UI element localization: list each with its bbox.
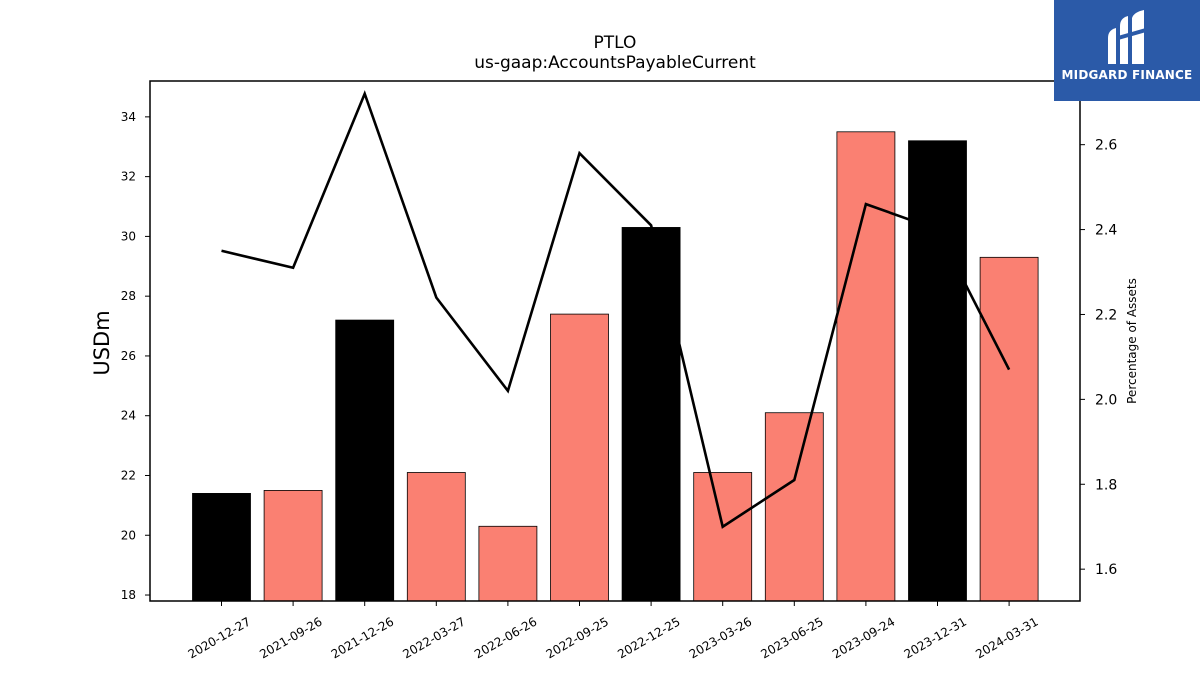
x-tick-label: 2021-09-26 [257,614,324,661]
bar [764,412,824,602]
bar [979,256,1039,602]
y-axis-label: USDm [90,310,114,375]
y-tick-label: 26 [121,349,136,363]
y-tick-label: 22 [121,468,136,482]
bar [908,140,967,602]
logo-mark-icon [1108,10,1147,64]
bar [693,472,753,602]
y-tick-label: 30 [121,229,136,243]
y-tick-label: 24 [121,409,136,423]
x-tick-label: 2023-12-31 [902,614,969,661]
bar [836,131,896,602]
y-tick-label: 20 [121,528,136,542]
x-tick-label: 2020-12-27 [186,614,253,661]
line-series [221,90,1011,529]
x-tick-label: 2022-09-25 [544,614,611,661]
x-tick-label: 2023-09-24 [830,614,897,661]
x-tick-label: 2023-06-25 [758,614,825,661]
right-axis: 1.6 1.8 2.0 2.2 2.4 2.6 [1080,138,1117,578]
y2-tick-label: 2.0 [1095,392,1117,408]
brand-logo: MIDGARD FINANCE [1054,0,1200,101]
y2-tick-label: 2.4 [1095,223,1117,239]
x-tick-label: 2022-06-26 [472,614,539,661]
x-axis: 2020-12-27 2021-09-26 2021-12-26 2022-03-27… [186,601,1041,661]
x-tick-label: 2022-12-25 [615,614,682,661]
bar [621,227,681,602]
bar [192,493,251,602]
y-tick-label: 18 [121,588,136,602]
bar [478,525,538,602]
bar [263,490,323,602]
y-tick-label: 32 [121,170,136,184]
y2-tick-label: 1.8 [1095,477,1117,493]
x-tick-label: 2021-12-26 [329,614,396,661]
x-tick-label: 2023-03-26 [687,614,754,661]
bar-group [192,131,1039,602]
y2-axis-label: Percentage of Assets [1125,278,1139,404]
bar [335,319,395,602]
plot-frame [149,80,1081,602]
y2-tick-label: 2.6 [1095,138,1117,154]
x-tick-label: 2022-03-27 [400,614,467,661]
y-tick-label: 28 [121,289,136,303]
logo-text: MIDGARD FINANCE [1061,68,1193,82]
chart-title: PTLO [594,33,637,53]
line-group [221,90,1011,529]
y2-tick-label: 2.2 [1095,307,1117,323]
y-tick-label: 34 [121,110,136,124]
chart-subtitle: us-gaap:AccountsPayableCurrent [474,53,756,73]
bar [406,472,466,602]
x-tick-label: 2024-03-31 [973,614,1040,661]
left-axis: 18 20 22 24 26 28 30 32 34 [121,110,150,602]
bar [550,313,609,602]
y2-tick-label: 1.6 [1095,562,1117,578]
